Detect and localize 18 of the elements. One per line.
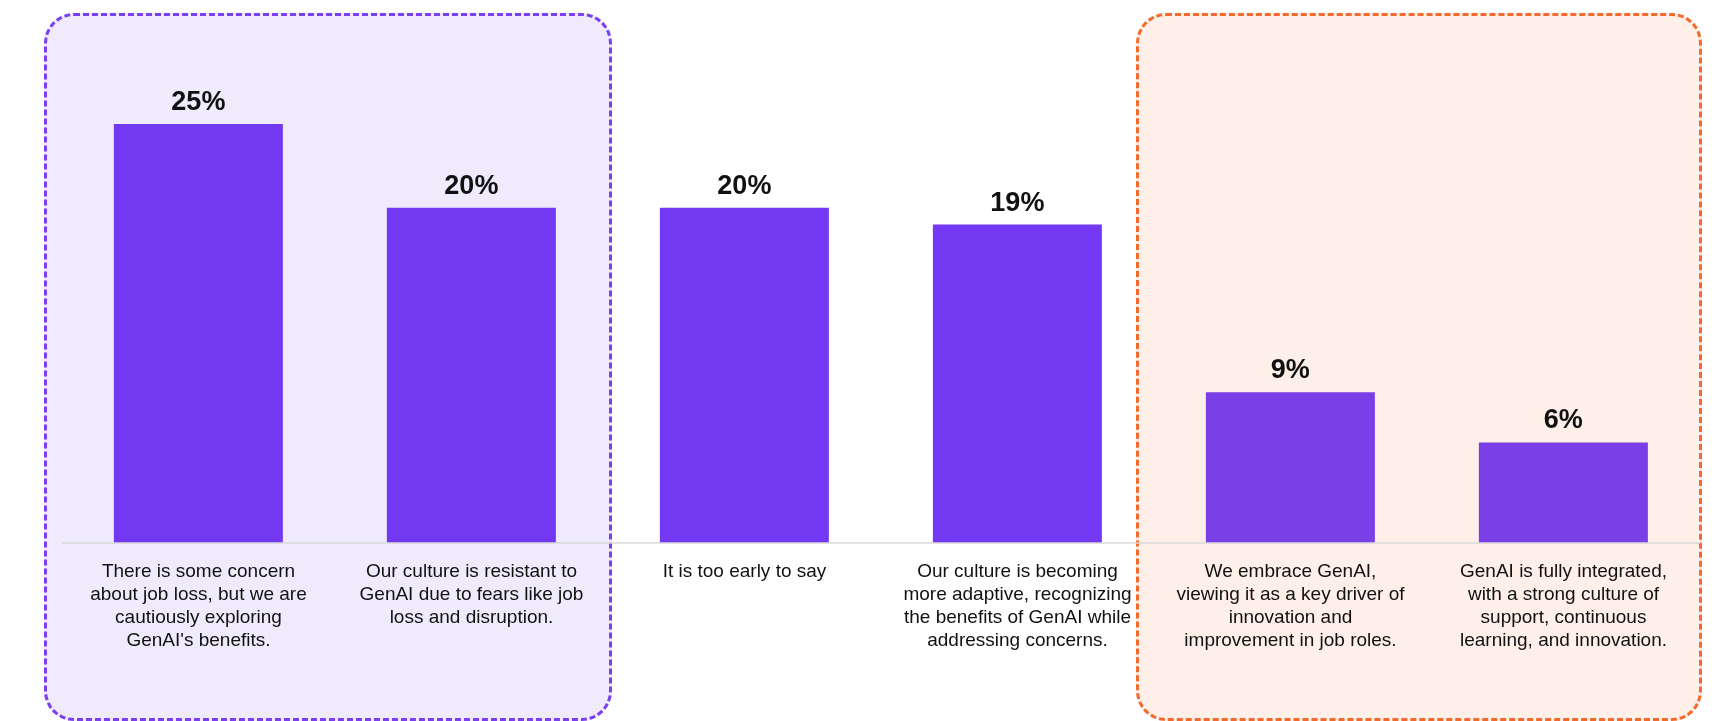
x-tick-label: Our culture is becoming more adaptive, recognizing the benefits of GenAI while addressing concerns. [903, 560, 1132, 650]
bar [113, 124, 283, 543]
x-tick-label: GenAI is fully integrated, with a strong culture of support, continuous learning, and innovation. [1459, 560, 1668, 650]
x-tick-label: We embrace GenAI, viewing it as a key driver of innovation and improvement in job roles. [1176, 560, 1406, 650]
data-label: 6% [1543, 404, 1583, 435]
data-label: 20% [444, 169, 499, 200]
bar [1478, 442, 1648, 543]
bar [386, 207, 556, 543]
x-tick-label: It is too early to say [662, 560, 827, 581]
data-label: 19% [990, 186, 1045, 217]
x-tick-label: There is some concern about job loss, but we are cautiously exploring GenAI's benefits. [90, 560, 307, 650]
data-label: 9% [1270, 354, 1310, 385]
x-tick-label: Our culture is resistant to GenAI due to fears like job loss and disruption. [359, 560, 584, 627]
data-label: 25% [171, 86, 226, 116]
data-label: 20% [717, 169, 772, 200]
bar [1205, 392, 1375, 543]
bar [659, 207, 829, 543]
bar [932, 224, 1102, 543]
